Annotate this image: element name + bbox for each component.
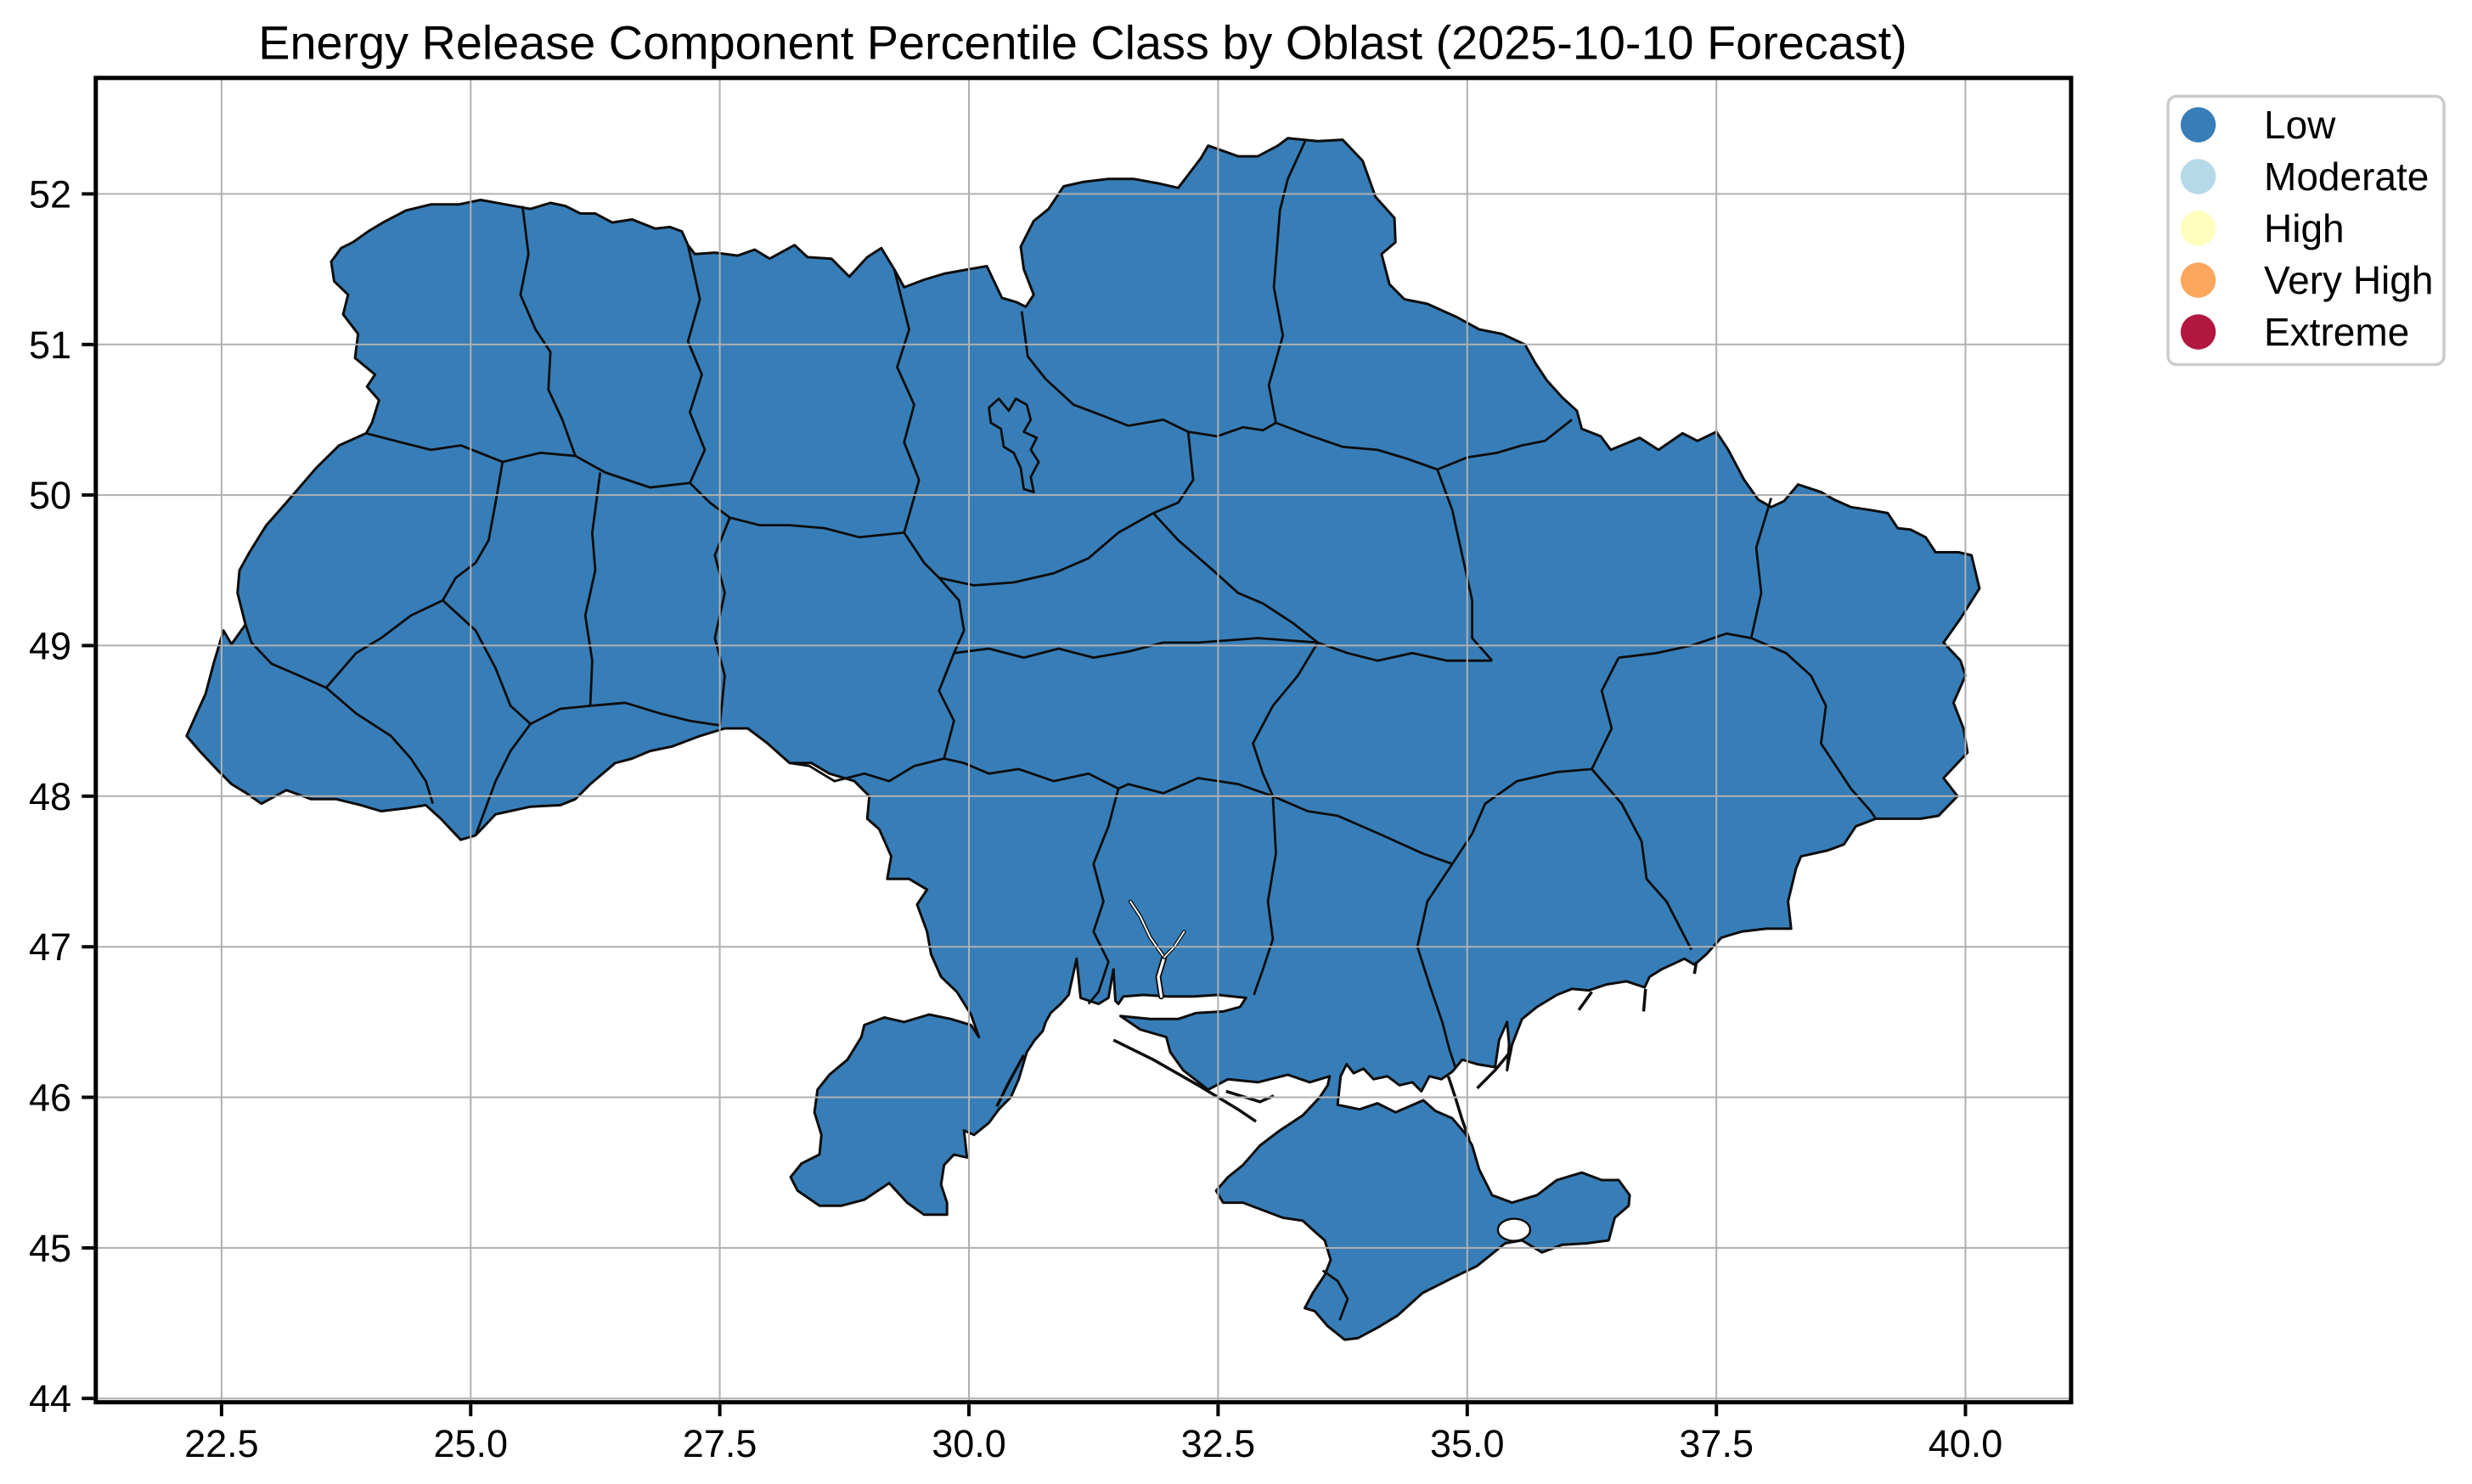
svg-text:30.0: 30.0 bbox=[932, 1422, 1006, 1465]
svg-text:51: 51 bbox=[29, 323, 71, 367]
svg-text:Extreme: Extreme bbox=[2264, 310, 2409, 354]
svg-text:High: High bbox=[2264, 206, 2345, 250]
svg-text:35.0: 35.0 bbox=[1430, 1422, 1505, 1465]
svg-text:48: 48 bbox=[29, 775, 71, 818]
svg-text:25.0: 25.0 bbox=[434, 1422, 509, 1465]
svg-text:46: 46 bbox=[29, 1076, 71, 1120]
svg-text:40.0: 40.0 bbox=[1929, 1422, 2003, 1465]
svg-text:50: 50 bbox=[29, 474, 71, 517]
svg-text:32.5: 32.5 bbox=[1181, 1422, 1256, 1465]
svg-text:45: 45 bbox=[29, 1227, 71, 1270]
svg-text:52: 52 bbox=[29, 172, 71, 216]
svg-text:47: 47 bbox=[29, 925, 71, 969]
svg-text:Moderate: Moderate bbox=[2264, 155, 2429, 199]
svg-text:49: 49 bbox=[29, 624, 71, 667]
svg-text:44: 44 bbox=[29, 1377, 71, 1420]
svg-text:Very High: Very High bbox=[2264, 258, 2433, 302]
svg-text:27.5: 27.5 bbox=[683, 1422, 757, 1465]
svg-text:Low: Low bbox=[2264, 103, 2336, 147]
svg-text:22.5: 22.5 bbox=[184, 1422, 259, 1465]
svg-text:37.5: 37.5 bbox=[1679, 1422, 1754, 1465]
svg-text:Energy Release Component Perce: Energy Release Component Percentile Clas… bbox=[258, 16, 1906, 70]
